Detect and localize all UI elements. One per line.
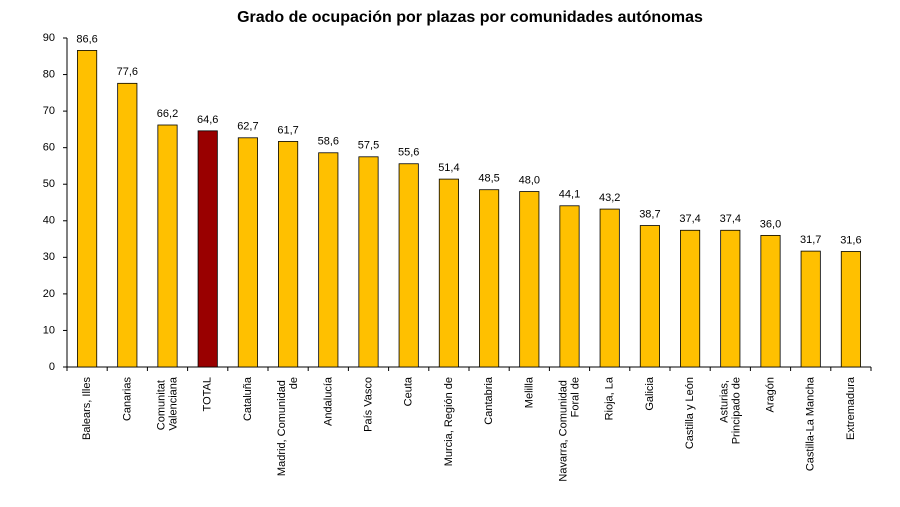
value-label: 51,4 — [438, 162, 459, 174]
bar — [800, 250, 821, 368]
value-label: 37,4 — [679, 213, 700, 225]
bar — [479, 189, 500, 368]
bar — [237, 137, 258, 368]
value-label: 44,1 — [559, 189, 580, 201]
value-label: 43,2 — [599, 192, 620, 204]
bar — [358, 156, 379, 368]
y-tick-label: 60 — [43, 142, 55, 154]
y-tick-label: 10 — [43, 324, 55, 336]
bar — [318, 152, 339, 368]
value-label: 66,2 — [157, 108, 178, 120]
y-tick-label: 20 — [43, 288, 55, 300]
value-label: 31,7 — [800, 234, 821, 246]
x-tick-label: TOTAL — [202, 377, 214, 411]
x-tick-label: Galicia — [644, 376, 656, 411]
y-tick-label: 70 — [43, 105, 55, 117]
y-tick-label: 80 — [43, 68, 55, 80]
bar — [77, 50, 98, 368]
bar — [559, 205, 580, 368]
chart-title: Grado de ocupación por plazas por comuni… — [237, 9, 703, 26]
value-label: 48,5 — [478, 173, 499, 185]
value-label: 57,5 — [358, 140, 379, 152]
bar — [117, 82, 138, 368]
value-label: 62,7 — [237, 121, 258, 133]
x-tick-label: Canarias — [121, 377, 133, 422]
y-tick-label: 0 — [49, 361, 55, 373]
bar — [680, 229, 701, 368]
x-tick-label: Navarra, Comunidad Foral de — [557, 377, 581, 482]
x-tick-label: Madrid, Comunidad de — [276, 377, 300, 476]
x-tick-label: Murcia, Región de — [443, 377, 455, 466]
value-label: 61,7 — [277, 124, 298, 136]
x-tick-label: Comunitat Valenciana — [155, 376, 179, 430]
x-tick-label: Castilla-La Mancha — [805, 376, 817, 471]
x-tick-label: Castilla y León — [684, 377, 696, 449]
y-tick-label: 30 — [43, 251, 55, 263]
value-label: 58,6 — [318, 136, 339, 148]
x-tick-label: Andalucía — [322, 376, 334, 426]
value-label: 37,4 — [720, 213, 741, 225]
bar — [720, 229, 741, 368]
bar — [760, 234, 781, 368]
value-label: 31,6 — [840, 234, 861, 246]
x-tick-label: Ceuta — [403, 376, 415, 406]
value-label: 55,6 — [398, 147, 419, 159]
x-tick-label: Balears, Illes — [81, 377, 93, 440]
bar — [398, 163, 419, 368]
bar — [639, 225, 660, 368]
x-tick-label: Rioja, La — [604, 376, 616, 420]
bar — [197, 130, 218, 368]
bar — [278, 141, 299, 368]
value-label: 64,6 — [197, 114, 218, 126]
value-label: 48,0 — [519, 174, 540, 186]
bar — [438, 178, 459, 368]
y-tick-label: 40 — [43, 215, 55, 227]
x-tick-label: Cantabria — [483, 376, 495, 425]
x-tick-label: Melilla — [523, 376, 535, 408]
bar — [599, 208, 620, 368]
y-tick-label: 90 — [43, 32, 55, 44]
value-label: 38,7 — [639, 208, 660, 220]
x-tick-label: Asturias, Principado de — [718, 377, 742, 444]
x-tick-label: Aragón — [764, 377, 776, 412]
x-tick-label: Cataluña — [242, 376, 254, 421]
value-label: 36,0 — [760, 218, 781, 230]
bar — [157, 124, 178, 368]
y-tick-label: 50 — [43, 178, 55, 190]
x-tick-label: País Vasco — [362, 377, 374, 432]
value-label: 77,6 — [117, 66, 138, 78]
bar — [840, 251, 861, 368]
x-tick-label: Extremadura — [845, 376, 857, 440]
bar — [519, 191, 540, 368]
value-label: 86,6 — [76, 33, 97, 45]
